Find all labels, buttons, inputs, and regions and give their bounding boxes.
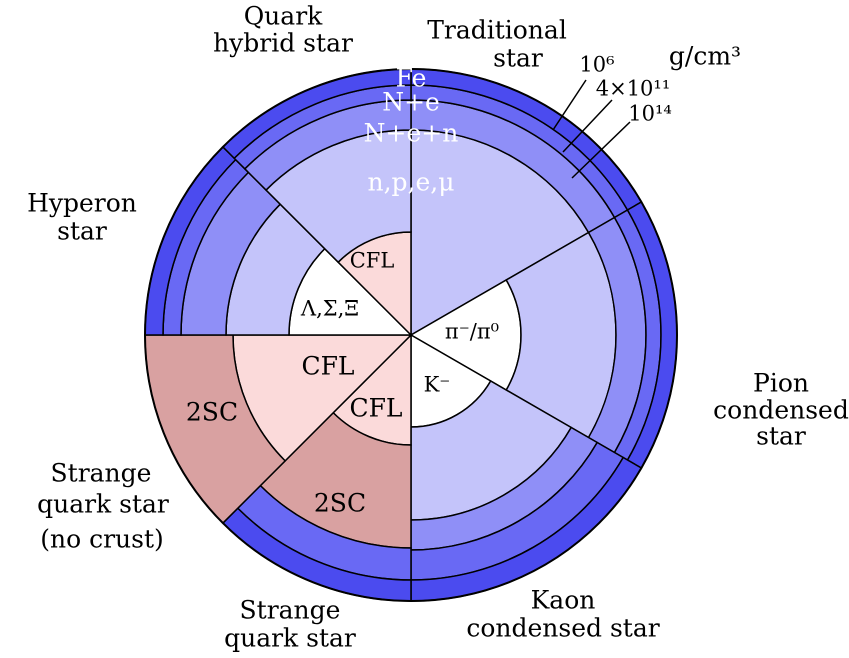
sectors [144,68,678,602]
layer-label: N+e [382,88,440,117]
density-label: 4×10¹¹ [596,77,671,101]
layer-label: N+e+n [364,119,459,148]
density-unit: g/cm³ [669,42,741,71]
leader [552,79,587,131]
core-label: CFL [349,394,402,423]
star-label: Strange [240,596,341,625]
star-label: condensed [713,396,849,425]
star-label: hybrid star [213,29,353,58]
star-label: Pion [753,369,809,398]
core-label: CFL [350,249,395,273]
density-label: 10⁶ [579,53,614,77]
core-label: Λ,Σ,Ξ [300,297,359,321]
star-label: star [493,44,543,73]
core-label: K⁻ [424,373,451,397]
star-label: Kaon [531,586,596,615]
core-label: 2SC [186,398,238,427]
star-label: condensed star [466,614,659,643]
star-label: Hyperon [27,189,137,218]
core-label: 2SC [314,489,366,518]
star-label: star [756,422,806,451]
outline [144,68,678,602]
leader [571,121,631,179]
star-label: Traditional [427,16,567,45]
star-label: Strange [51,459,152,488]
core-label: CFL [301,352,354,381]
leader-lines [552,79,631,179]
density-label: 10¹⁴ [628,102,672,126]
star-label: (no crust) [40,525,164,554]
layer-label: n,p,e,μ [368,168,455,197]
star-label: quark star [224,624,356,653]
star-label: quark star [37,490,169,519]
leader [562,99,613,153]
layer-label: Fe [396,64,427,93]
core-label: π⁻/π⁰ [445,320,499,344]
star-label: Quark [244,2,323,31]
star-label: star [57,217,107,246]
